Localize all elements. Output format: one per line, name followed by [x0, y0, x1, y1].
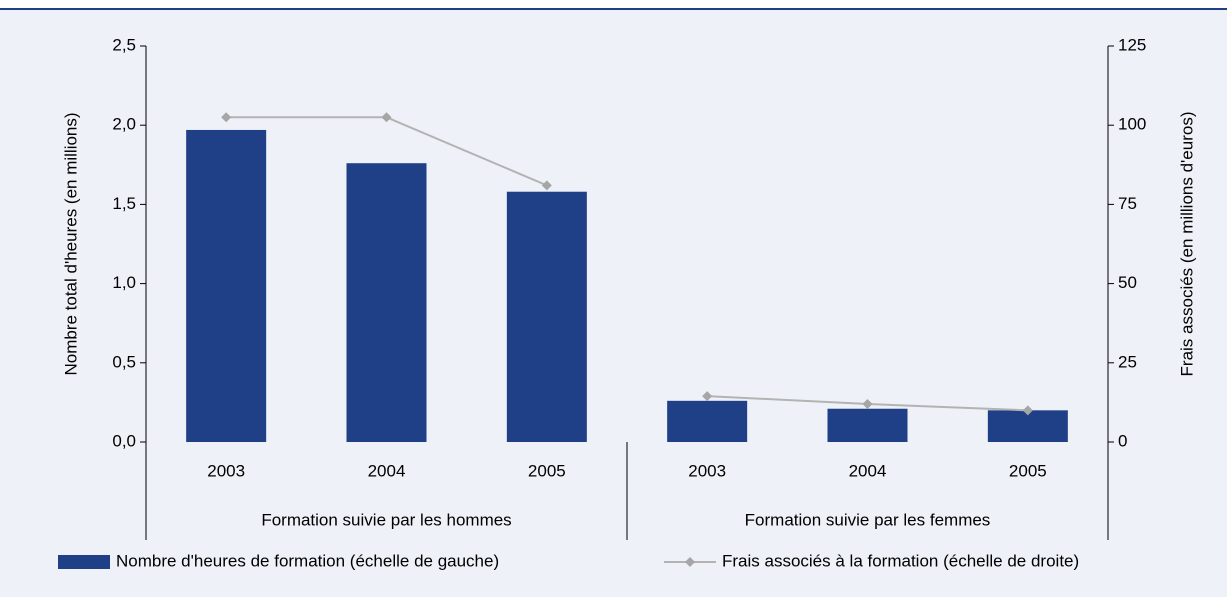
- legend-marker: [685, 557, 695, 567]
- x-tick-label: 2003: [688, 461, 726, 480]
- bar: [827, 408, 908, 442]
- y-tick-label: 0,5: [112, 352, 136, 371]
- x-tick-label: 2003: [207, 461, 245, 480]
- y2-tick-label: 100: [1118, 115, 1146, 134]
- legend-label: Frais associés à la formation (échelle d…: [722, 551, 1079, 570]
- y-axis-label: Nombre total d'heures (en millions): [61, 112, 80, 375]
- x-tick-label: 2004: [368, 461, 406, 480]
- marker: [702, 391, 713, 402]
- legend-label: Nombre d'heures de formation (échelle de…: [116, 551, 499, 570]
- bar: [346, 163, 427, 442]
- marker: [381, 112, 392, 123]
- y-tick-label: 2,0: [112, 115, 136, 134]
- y-tick-label: 1,0: [112, 273, 136, 292]
- marker: [862, 398, 873, 409]
- y2-tick-label: 25: [1118, 352, 1137, 371]
- x-tick-label: 2004: [849, 461, 887, 480]
- group-label: Formation suivie par les hommes: [261, 510, 511, 529]
- bar: [667, 400, 748, 442]
- y-tick-label: 2,5: [112, 35, 136, 54]
- y-tick-label: 1,5: [112, 194, 136, 213]
- y2-tick-label: 50: [1118, 273, 1137, 292]
- x-tick-label: 2005: [528, 461, 566, 480]
- marker: [221, 112, 232, 123]
- bar: [506, 191, 587, 442]
- group-label: Formation suivie par les femmes: [745, 510, 991, 529]
- x-tick-label: 2005: [1009, 461, 1047, 480]
- y2-axis-label: Frais associés (en millions d'euros): [1177, 112, 1196, 377]
- bar: [186, 129, 267, 442]
- legend-swatch: [58, 555, 110, 569]
- y2-tick-label: 0: [1118, 431, 1127, 450]
- background: [0, 10, 1227, 597]
- y-tick-label: 0,0: [112, 431, 136, 450]
- y2-tick-label: 125: [1118, 35, 1146, 54]
- marker: [1022, 405, 1033, 416]
- bar: [987, 410, 1068, 442]
- y2-tick-label: 75: [1118, 194, 1137, 213]
- marker: [541, 180, 552, 191]
